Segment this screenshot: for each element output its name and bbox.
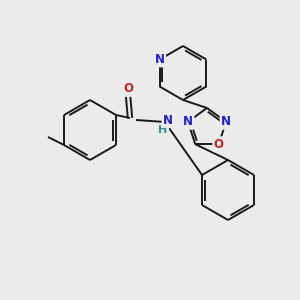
Text: N: N	[163, 113, 173, 127]
Text: N: N	[221, 115, 231, 128]
Text: N: N	[183, 115, 193, 128]
Text: O: O	[123, 82, 133, 95]
Text: H: H	[158, 125, 168, 135]
Text: O: O	[214, 138, 224, 151]
Text: N: N	[154, 53, 165, 66]
